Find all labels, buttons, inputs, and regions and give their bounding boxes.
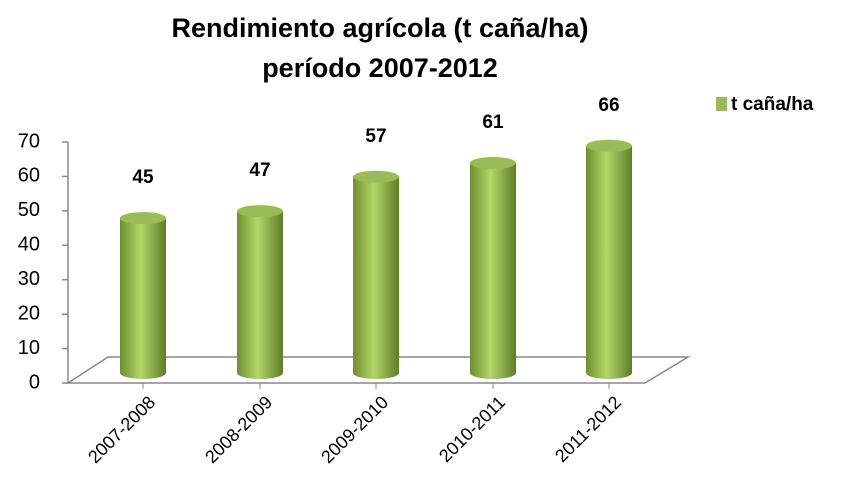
data-label: 57: [365, 126, 386, 147]
y-tick-label: 60: [18, 165, 40, 187]
bar-top: [586, 139, 632, 152]
y-tick-label: 20: [18, 302, 40, 324]
legend-swatch: [716, 97, 727, 111]
y-tick-label: 70: [18, 130, 40, 152]
bar: [353, 176, 399, 379]
bar-top: [120, 212, 166, 225]
bar: [586, 145, 632, 379]
bar-top: [353, 170, 399, 183]
data-label: 47: [249, 160, 270, 181]
data-label: 45: [132, 167, 154, 188]
data-label: 61: [482, 112, 504, 133]
bar: [237, 211, 283, 379]
x-tick-label: 2007-2008: [84, 392, 159, 467]
legend-label: t caña/ha: [731, 94, 814, 115]
y-tick-label: 0: [29, 371, 40, 393]
x-tick-label: 2009-2010: [317, 392, 392, 467]
chart-title: Rendimiento agrícola (t caña/ha): [171, 13, 588, 43]
y-tick-label: 50: [18, 199, 40, 221]
bar: [120, 218, 166, 379]
y-tick-label: 10: [18, 337, 40, 359]
data-label: 66: [598, 95, 619, 116]
bar: [470, 162, 516, 379]
x-tick-label: 2011-2012: [551, 392, 625, 466]
chart-subtitle: período 2007-2012: [262, 53, 498, 83]
bar-top: [237, 205, 283, 218]
x-tick-label: 2010-2011: [435, 392, 509, 466]
y-tick-label: 30: [18, 268, 40, 290]
y-tick-label: 40: [18, 234, 40, 256]
x-tick-label: 2008-2009: [201, 392, 276, 467]
bar-top: [470, 156, 516, 169]
